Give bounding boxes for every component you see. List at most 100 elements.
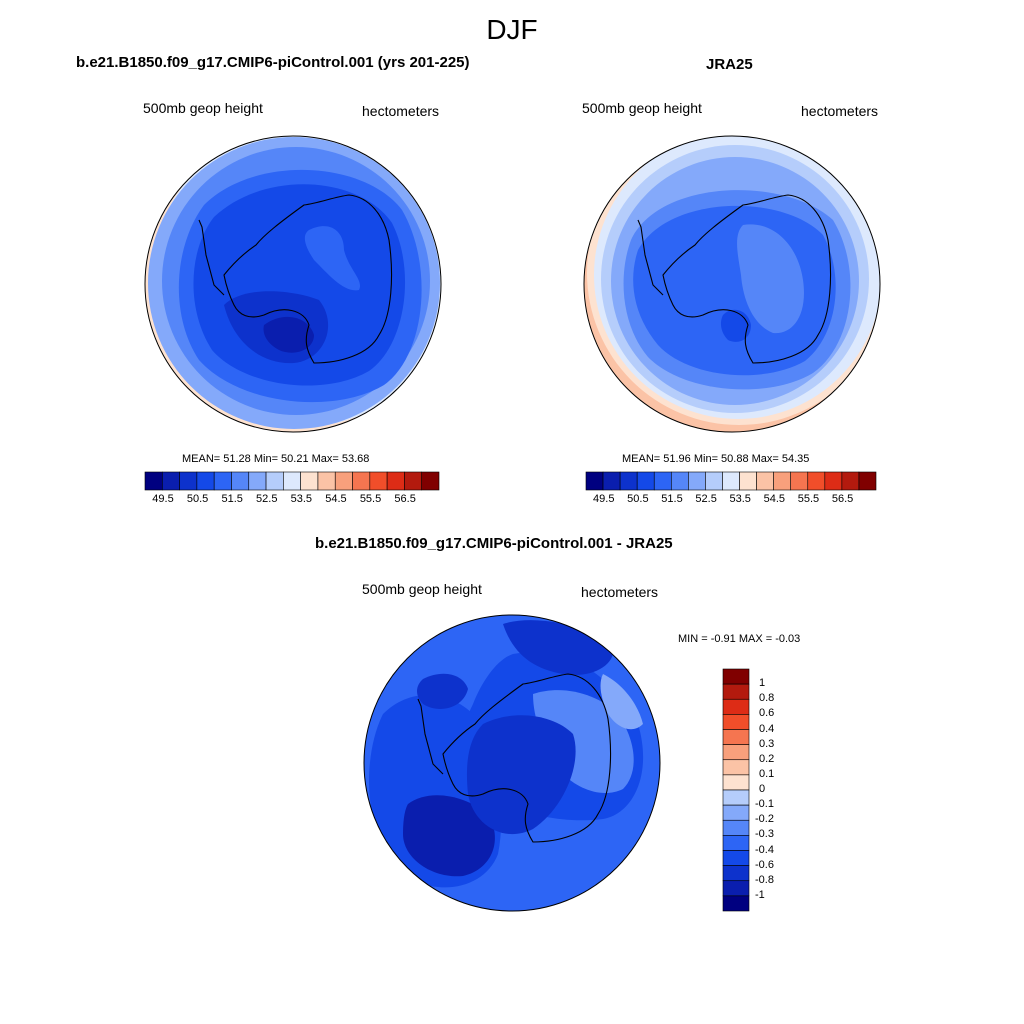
colorbar-box — [722, 895, 750, 912]
colorbar-box — [317, 471, 336, 491]
colorbar-box — [213, 471, 232, 491]
colorbar-tick-label: 54.5 — [325, 493, 347, 505]
colorbar-box — [386, 471, 405, 491]
colorbar-box — [841, 471, 860, 491]
colorbar-tick-label: 56.5 — [394, 493, 416, 505]
colorbar-box — [670, 471, 689, 491]
colorbar-box — [369, 471, 388, 491]
colorbar-tick-label: 0.4 — [759, 722, 775, 735]
colorbar-tick-label: 55.5 — [797, 493, 820, 505]
colorbar-tick-label: 56.5 — [831, 493, 854, 505]
colorbar-box — [722, 744, 750, 761]
colorbar-box — [421, 471, 440, 491]
colorbar-tick-label: 53.5 — [290, 493, 313, 505]
colorbar-tick-label: 49.5 — [593, 493, 615, 505]
model-stats: MEAN= 51.28 Min= 50.21 Max= 53.68 — [182, 453, 370, 465]
colorbar-tick-label: 51.5 — [221, 493, 243, 505]
colorbar-box — [722, 880, 750, 897]
model-units-label: hectometers — [362, 103, 440, 119]
colorbar-box — [858, 471, 877, 491]
colorbar-box — [722, 471, 740, 491]
model-colorbar — [144, 471, 440, 491]
obs-colorbar-ticks: 49.5 50.5 51.5 52.5 53.5 54.5 55.5 56.5 — [586, 493, 876, 509]
colorbar-tick-label: 0 — [759, 783, 766, 795]
obs-stats: MEAN= 51.96 Min= 50.88 Max= 54.35 — [622, 453, 810, 465]
obs-units-label: hectometers — [801, 103, 879, 119]
colorbar-box — [404, 471, 423, 491]
colorbar-box — [300, 471, 319, 491]
model-colorbar-ticks: 49.5 50.5 51.5 52.5 53.5 54.5 55.5 56.5 — [145, 493, 439, 509]
colorbar-tick-label: 50.5 — [186, 493, 209, 505]
colorbar-box — [739, 471, 757, 491]
colorbar-tick-label: 52.5 — [695, 493, 717, 505]
obs-colorbar — [585, 471, 877, 491]
colorbar-box — [196, 471, 215, 491]
colorbar-tick-label: -0.3 — [755, 828, 774, 841]
colorbar-tick-label: 51.5 — [661, 493, 683, 505]
colorbar-box — [807, 471, 826, 491]
colorbar-tick-label: 53.5 — [729, 493, 751, 505]
colorbar-box — [722, 714, 750, 730]
colorbar-tick-label: -0.4 — [755, 843, 774, 856]
colorbar-tick-label: -0.1 — [755, 798, 774, 811]
model-polar-map — [144, 135, 442, 433]
colorbar-box — [179, 471, 198, 491]
colorbar-box — [722, 729, 750, 745]
diff-panel-title: b.e21.B1850.f09_g17.CMIP6-piControl.001 … — [315, 535, 673, 552]
colorbar-tick-label: 1 — [759, 677, 766, 690]
colorbar-tick-label: 54.5 — [763, 493, 786, 505]
obs-panel-title: JRA25 — [706, 56, 753, 73]
colorbar-box — [144, 471, 163, 491]
colorbar-box — [283, 471, 301, 491]
colorbar-box — [248, 471, 267, 491]
colorbar-box — [352, 471, 371, 491]
colorbar-box — [722, 774, 750, 791]
colorbar-box — [231, 471, 250, 491]
colorbar-box — [722, 865, 750, 882]
diff-polar-map — [363, 614, 661, 912]
colorbar-box — [722, 789, 750, 806]
colorbar-tick-label: 55.5 — [359, 493, 382, 505]
colorbar-box — [636, 471, 655, 491]
colorbar-box — [161, 471, 180, 491]
colorbar-box — [722, 835, 750, 851]
diff-colorbar-ticks: 1 0.8 0.6 0.4 0.3 0.2 0.1 0 -0.1 -0.2 -0.3 -0.4 -0.6… — [755, 669, 795, 911]
colorbar-tick-label: 0.3 — [759, 737, 775, 750]
colorbar-box — [722, 759, 750, 776]
colorbar-box — [688, 471, 706, 491]
colorbar-tick-label: 0.6 — [759, 707, 775, 720]
colorbar-box — [722, 698, 750, 715]
colorbar-box — [705, 471, 723, 491]
colorbar-tick-label: 50.5 — [627, 493, 649, 505]
model-panel-title: b.e21.B1850.f09_g17.CMIP6-piControl.001 … — [76, 54, 470, 71]
colorbar-tick-label: 52.5 — [256, 493, 278, 505]
colorbar-tick-label: -0.8 — [755, 873, 774, 886]
obs-polar-map — [583, 135, 881, 433]
colorbar-tick-label: 0.2 — [759, 752, 775, 765]
colorbar-box — [722, 819, 750, 836]
colorbar-box — [824, 471, 843, 491]
colorbar-box — [602, 471, 621, 491]
colorbar-tick-label: -1 — [755, 888, 765, 901]
colorbar-box — [790, 471, 809, 491]
colorbar-box — [722, 668, 750, 685]
colorbar-box — [722, 683, 750, 700]
diff-stats: MIN = -0.91 MAX = -0.03 — [678, 633, 801, 645]
colorbar-box — [265, 471, 284, 491]
colorbar-box — [585, 471, 604, 491]
model-variable-label: 500mb geop height — [143, 100, 263, 116]
colorbar-box — [334, 471, 353, 491]
colorbar-tick-label: 0.8 — [759, 692, 775, 705]
colorbar-tick-label: 49.5 — [152, 493, 174, 505]
figure-title: DJF — [486, 14, 538, 45]
colorbar-tick-label: -0.2 — [755, 813, 774, 826]
colorbar-box — [722, 850, 750, 866]
colorbar-tick-label: -0.6 — [755, 858, 774, 871]
diff-units-label: hectometers — [581, 584, 659, 600]
colorbar-tick-label: 0.1 — [759, 767, 775, 780]
colorbar-box — [619, 471, 638, 491]
diff-colorbar — [722, 668, 750, 912]
diff-variable-label: 500mb geop height — [362, 581, 482, 597]
colorbar-box — [756, 471, 774, 491]
obs-variable-label: 500mb geop height — [582, 100, 702, 116]
